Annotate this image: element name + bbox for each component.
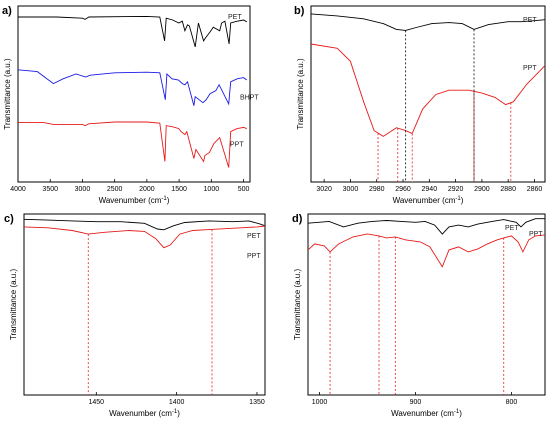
series-label-pet: PET [523, 17, 537, 24]
x-tick-label: 1400 [169, 399, 185, 406]
series-line-pet [307, 218, 545, 235]
panel-label: d) [292, 213, 303, 225]
panel-label: c) [4, 213, 14, 225]
x-axis-label: Wavenumber (cm-1) [109, 409, 180, 418]
series-line-pet [23, 218, 266, 231]
x-tick-label: 3000 [343, 186, 359, 193]
series-line-ppt [307, 233, 546, 268]
x-tick-label: 2980 [369, 186, 385, 193]
series-line-ppt [18, 121, 247, 168]
y-axis-label: Transmittance (a.u.) [293, 269, 302, 341]
plot-frame [310, 5, 546, 183]
series-label-pet: PET [247, 233, 261, 240]
panel-b: b) 3020 3000 2980 2960 2940 2920 2900 2880 2860 Wa… [294, 5, 546, 205]
x-tick-label: 2920 [448, 186, 464, 193]
panel-c: c) 1450 1400 1350 Wavenumber (cm-1) Transmitt… [4, 213, 266, 418]
x-tick-label: 1000 [312, 399, 328, 406]
series-line-ppt [310, 43, 546, 137]
plot-frame [23, 213, 266, 396]
y-axis-label: Transmittance (a.u.) [296, 58, 305, 130]
x-tick-label: 2000 [139, 186, 155, 193]
x-axis-label: Wavenumber (cm-1) [99, 196, 170, 205]
plot-frame [17, 5, 251, 183]
x-tick-label: 2860 [527, 186, 543, 193]
x-tick-label: 500 [238, 186, 250, 193]
x-tick-label: 1500 [171, 186, 187, 193]
y-axis-label: Transmittance (a.u.) [3, 58, 12, 130]
series-label-pet: PET [505, 225, 519, 232]
x-tick-label: 1450 [89, 399, 105, 406]
panel-d: d) 1000 900 800 Wavenumber (cm-1) Transmittan… [292, 213, 546, 418]
x-axis-label: Wavenumber (cm-1) [393, 196, 464, 205]
x-axis-label: Wavenumber (cm-1) [391, 409, 462, 418]
series-label-ppt: PPT [230, 141, 244, 148]
x-tick-label: 1350 [249, 399, 265, 406]
x-tick-label: 900 [410, 399, 422, 406]
series-label-ppt: PPT [247, 253, 261, 260]
series-label-bhpt: BHPT [240, 95, 259, 102]
x-tick-label: 4000 [10, 186, 26, 193]
x-tick-label: 3500 [42, 186, 58, 193]
panel-label: a) [2, 5, 12, 17]
x-tick-label: 1000 [204, 186, 220, 193]
series-label-ppt: PPT [529, 231, 543, 238]
series-line-pet [18, 15, 248, 48]
x-tick-label: 2500 [107, 186, 123, 193]
x-tick-label: 2940 [422, 186, 438, 193]
x-tick-label: 2900 [474, 186, 490, 193]
x-tick-label: 2880 [500, 186, 516, 193]
y-axis-label: Transmittance (a.u.) [9, 269, 18, 341]
series-label-ppt: PPT [523, 65, 537, 72]
plot-frame [307, 213, 546, 396]
series-label-pet: PET [228, 14, 242, 21]
x-tick-label: 2960 [395, 186, 411, 193]
series-line-pet [310, 13, 546, 31]
series-line-ppt [23, 225, 266, 249]
x-tick-label: 3000 [75, 186, 91, 193]
x-tick-label: 3020 [316, 186, 332, 193]
x-tick-label: 800 [506, 399, 518, 406]
panel-a: a) 4000 3500 3000 2500 2000 1500 1000 500 Wavenum… [2, 5, 259, 205]
series-line-bhpt [17, 69, 248, 106]
panel-label: b) [294, 5, 305, 17]
